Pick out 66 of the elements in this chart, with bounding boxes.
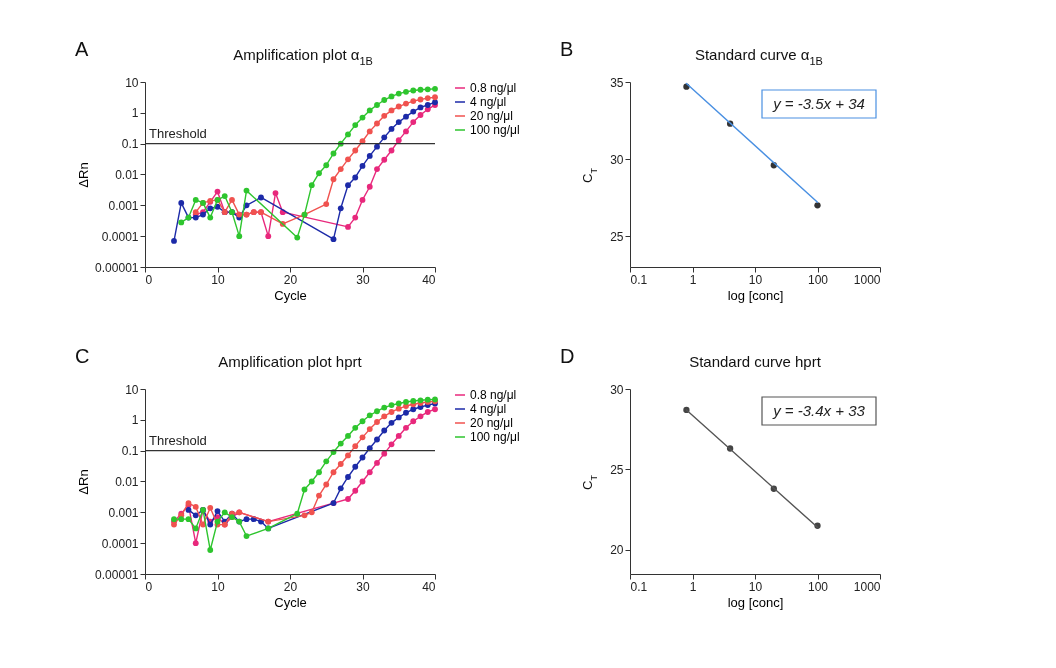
x-tick-label: 40 [422, 579, 436, 594]
y-tick-label: 0.1 [121, 444, 139, 459]
y-tick-label: 10 [125, 75, 139, 90]
y-tick-label: 0.01 [115, 168, 139, 182]
y-tick-label: 0.01 [115, 475, 139, 489]
x-tick-label: 30 [356, 579, 370, 594]
y-axis-title: ΔRn [76, 162, 92, 188]
y-tick-label: 25 [610, 462, 624, 477]
x-tick-label: 1000 [853, 579, 881, 594]
x-tick-label: 10 [211, 272, 225, 287]
x-tick-label: 0.1 [630, 272, 648, 287]
legend-label: 20 ng/μl [470, 416, 513, 430]
y-tick-label: 35 [610, 75, 624, 90]
chart-title: Amplification plot hprt [218, 353, 363, 370]
y-tick-label: 1 [131, 106, 139, 121]
y-axis-title: CT [580, 474, 599, 490]
ref-line-label: Threshold [149, 125, 207, 141]
x-axis-title: log [conc] [727, 594, 784, 610]
y-tick-label: 0.001 [108, 505, 139, 520]
y-axis-title: ΔRn [76, 469, 92, 495]
text: C [75, 345, 90, 367]
legend-label: 100 ng/μl [470, 430, 520, 444]
text: A [75, 38, 89, 60]
x-axis-title: Cycle [274, 594, 307, 610]
ref-line-label: Threshold [149, 432, 207, 448]
legend-label: 100 ng/μl [470, 123, 520, 137]
x-tick-label: 10 [211, 579, 225, 594]
x-tick-label: 1 [689, 272, 697, 287]
x-tick-label: 0 [145, 579, 153, 594]
legend-label: 0.8 ng/μl [470, 388, 517, 402]
y-tick-label: 0.1 [121, 137, 139, 152]
x-tick-label: 0.1 [630, 579, 648, 594]
x-tick-label: 1000 [853, 272, 881, 287]
chart-title: Standard curve hprt [689, 353, 822, 370]
annotation: y = -3.5x + 34 [772, 95, 865, 112]
y-tick-label: 20 [610, 543, 624, 558]
annotation: y = -3.4x + 33 [772, 402, 866, 419]
x-tick-label: 20 [283, 272, 298, 287]
text: B [560, 38, 574, 60]
y-tick-label: 25 [610, 229, 624, 244]
y-axis-title: CT [580, 167, 599, 183]
x-tick-label: 30 [356, 272, 370, 287]
x-tick-label: 10 [748, 272, 763, 287]
text: D [560, 345, 575, 367]
legend-label: 4 ng/μl [470, 95, 507, 109]
legend-label: 0.8 ng/μl [470, 81, 517, 95]
legend-label: 4 ng/μl [470, 402, 507, 416]
x-tick-label: 10 [748, 579, 763, 594]
x-axis-title: Cycle [274, 287, 307, 303]
x-tick-label: 1 [689, 579, 697, 594]
legend-label: 20 ng/μl [470, 109, 513, 123]
x-tick-label: 100 [807, 579, 829, 594]
y-tick-label: 10 [125, 382, 139, 397]
y-tick-label: 30 [610, 382, 624, 397]
y-tick-label: 0.00001 [95, 260, 139, 275]
y-tick-label: 0.00001 [95, 567, 139, 582]
y-tick-label: 0.001 [108, 198, 139, 213]
x-tick-label: 100 [807, 272, 829, 287]
y-tick-label: 1 [131, 413, 139, 428]
x-tick-label: 20 [283, 579, 298, 594]
y-tick-label: 0.0001 [101, 536, 139, 551]
y-tick-label: 0.0001 [101, 229, 139, 244]
y-tick-label: 30 [610, 152, 624, 167]
x-axis-title: log [conc] [727, 287, 784, 303]
x-tick-label: 40 [422, 272, 436, 287]
x-tick-label: 0 [145, 272, 153, 287]
